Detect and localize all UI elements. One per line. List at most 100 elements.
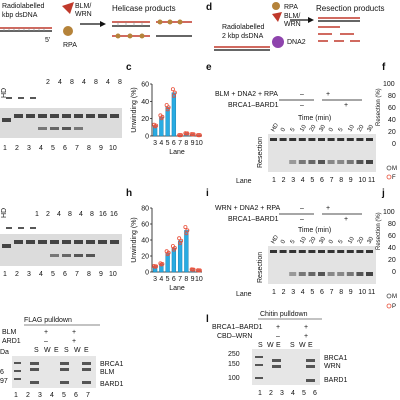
svg-text:5: 5 xyxy=(51,271,55,278)
panel-e-time-label: Time (min) xyxy=(298,115,331,122)
panel-e-lane-label: Lane xyxy=(236,178,252,185)
svg-text:9: 9 xyxy=(99,145,103,152)
panel-k-row2-label: ARD1 xyxy=(2,338,21,345)
panel-k-band-blm: BLM xyxy=(100,369,115,376)
x-tick-label: 4 xyxy=(159,276,163,283)
svg-text:8: 8 xyxy=(94,79,98,86)
replicate-point xyxy=(178,240,183,245)
svg-text:4: 4 xyxy=(79,211,83,218)
substrate-band xyxy=(318,138,325,141)
panel-i-time-label: Time (min) xyxy=(298,227,331,234)
svg-text:0: 0 xyxy=(392,141,396,148)
time-label: 30 xyxy=(367,236,376,245)
substrate-band xyxy=(337,138,345,141)
replicate-point xyxy=(197,268,202,273)
gel-i-bands xyxy=(270,250,373,276)
bar xyxy=(165,107,170,137)
substrate-band xyxy=(289,250,297,253)
resection-band xyxy=(366,160,373,164)
panel-k-title: FLAG pulldown xyxy=(24,317,72,324)
helicase-products-icons xyxy=(112,19,192,39)
rpa-icon xyxy=(272,2,280,10)
lane-number: 3 xyxy=(291,289,295,296)
panel-i: i WRN + DNA2 + RPA – + BRCA1–BARD1 – + T… xyxy=(206,188,376,298)
gel-h-image xyxy=(0,234,122,266)
panel-k-bands xyxy=(14,362,91,384)
svg-text:7: 7 xyxy=(75,145,79,152)
substrate-band xyxy=(318,250,325,253)
legend-marker-icon xyxy=(386,293,392,299)
svg-text:W: W xyxy=(299,342,306,349)
panel-f-legend-f: F xyxy=(392,175,396,181)
y-tick-label: 0 xyxy=(145,134,149,141)
substrate-band xyxy=(270,138,277,141)
y-axis-label: Unwinding (%) xyxy=(131,87,138,133)
panel-k-band-brca1: BRCA1 xyxy=(100,361,123,368)
bar xyxy=(177,240,183,273)
x-tick-label: 3 xyxy=(153,276,157,283)
y-axis-label: Unwinding (%) xyxy=(131,217,138,263)
panel-i-row1-plus: + xyxy=(326,205,330,212)
panel-e-time-values: HD 0 5 10 20 30 0 5 10 20 30 xyxy=(271,122,376,133)
lane-number: 1 xyxy=(272,289,276,296)
svg-text:S: S xyxy=(34,347,39,354)
panel-k-row2-val2: + xyxy=(72,338,76,345)
svg-text:8: 8 xyxy=(68,211,72,218)
svg-text:9: 9 xyxy=(99,271,103,278)
time-label: 10 xyxy=(299,236,308,245)
svg-text:S: S xyxy=(290,342,295,349)
time-label: HD xyxy=(271,234,281,245)
resection-band xyxy=(337,272,345,276)
panel-l-title: Chitin pulldown xyxy=(260,311,308,318)
svg-text:8: 8 xyxy=(70,79,74,86)
replicate-point xyxy=(170,244,175,249)
arrow-head-icon xyxy=(308,17,314,23)
resection-band xyxy=(346,160,354,164)
panel-l-row2-val2: + xyxy=(304,333,308,340)
svg-text:E: E xyxy=(54,347,59,354)
panel-l-mw-250: 250 xyxy=(228,351,240,358)
rpa-icon xyxy=(63,26,73,36)
resection-band xyxy=(356,160,364,164)
time-label: 20 xyxy=(309,236,318,245)
panel-b-line1: Radiolabelled xyxy=(2,3,45,10)
x-tick-label: 3 xyxy=(153,140,157,147)
panel-d-line2: 2 kbp dsDNA xyxy=(222,33,264,40)
y-tick-label: 20 xyxy=(141,116,149,123)
panel-i-resection-label: Resection xyxy=(257,252,264,283)
time-label: 20 xyxy=(357,236,366,245)
svg-text:4: 4 xyxy=(82,79,86,86)
panel-k-mw-2: 97 xyxy=(0,378,8,385)
lane-number: 4 xyxy=(301,289,305,296)
panel-e-row1-plus: + xyxy=(326,91,330,98)
panel-l-mw-150: 150 xyxy=(228,361,240,368)
bar xyxy=(152,266,158,273)
resection-band xyxy=(327,160,335,164)
replicate-point xyxy=(170,87,175,92)
time-label: 30 xyxy=(367,124,376,133)
svg-text:60: 60 xyxy=(388,233,396,240)
time-label: 5 xyxy=(290,127,297,133)
replicate-point xyxy=(185,131,190,136)
svg-text:E: E xyxy=(84,347,89,354)
svg-text:16: 16 xyxy=(110,211,118,218)
panel-j-ticks: 100 80 60 40 20 0 xyxy=(383,209,396,276)
gel-c-hd-label: HD xyxy=(1,88,8,98)
lane-number: 7 xyxy=(330,177,334,184)
panel-e-row2-minus: – xyxy=(300,102,304,109)
panel-l-row1-val2: + xyxy=(304,324,308,331)
time-label: 0 xyxy=(280,127,287,133)
resection-band xyxy=(327,272,335,276)
gel-c-bands xyxy=(2,114,119,130)
x-tick-label: 5 xyxy=(166,276,170,283)
panel-l-row1-label: BRCA1–BARD1 xyxy=(212,324,263,331)
panel-b-line2: kbp dsDNA xyxy=(2,12,38,19)
panel-i-row2-minus: – xyxy=(300,216,304,223)
arrow-head-icon xyxy=(100,21,106,27)
y-tick-label: 40 xyxy=(141,99,149,106)
x-tick-label: 10 xyxy=(195,276,203,283)
dna2-icon xyxy=(272,36,284,48)
